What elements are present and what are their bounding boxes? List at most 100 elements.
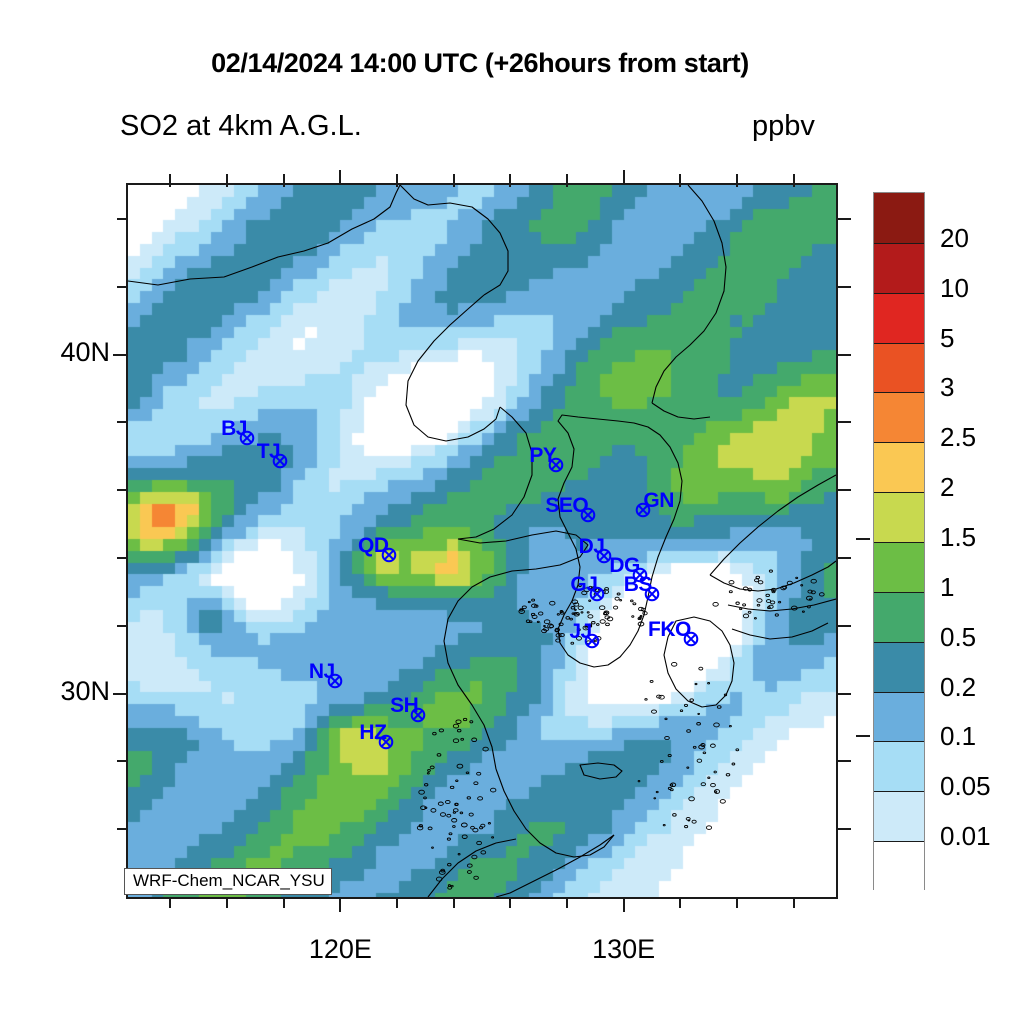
colorbar-band-divider — [874, 342, 924, 344]
island-outline — [637, 779, 641, 783]
island-outline — [770, 587, 777, 592]
coastline-path — [709, 560, 836, 592]
colorbar-band — [874, 542, 924, 593]
island-outline — [587, 623, 593, 627]
colorbar-band — [874, 392, 924, 443]
colorbar-band-divider — [874, 292, 924, 294]
circle-x-icon — [272, 453, 288, 469]
island-outline — [710, 782, 716, 788]
island-outline — [471, 854, 478, 860]
city-marker-label: PY — [529, 443, 557, 467]
circle-x-icon — [239, 430, 255, 446]
y-axis-minor-tick-right — [838, 285, 851, 288]
x-axis-minor-tick-top — [679, 174, 682, 187]
island-outline — [619, 599, 623, 602]
island-outline — [440, 868, 446, 873]
island-outline — [696, 758, 703, 763]
map-inner — [128, 185, 836, 897]
island-outline — [465, 771, 470, 775]
island-outline — [768, 569, 773, 573]
circle-x-icon — [327, 673, 343, 689]
y-axis-minor-tick — [117, 421, 126, 424]
island-outline — [565, 616, 570, 620]
island-outline — [644, 698, 648, 701]
island-outline — [587, 614, 594, 619]
island-outline — [778, 600, 782, 604]
x-axis-minor-tick-top — [735, 174, 738, 187]
island-outline — [452, 723, 460, 729]
island-outline — [707, 682, 711, 685]
x-axis-minor-tick-top — [565, 174, 568, 187]
island-outline — [786, 580, 793, 586]
island-outline — [459, 811, 464, 815]
island-outline — [461, 834, 468, 839]
island-outline — [664, 735, 670, 741]
x-axis-major-tick-top — [622, 170, 625, 183]
island-outline — [436, 753, 442, 757]
island-outline — [476, 771, 482, 776]
circle-x-icon — [549, 457, 564, 473]
colorbar-band-divider — [874, 242, 924, 244]
colorbar-band-divider — [874, 741, 924, 743]
island-outline — [527, 600, 531, 604]
colorbar-minor-tick — [856, 735, 870, 737]
island-outline — [555, 633, 562, 638]
island-outline — [806, 605, 811, 609]
colorbar — [873, 192, 925, 892]
circle-x-icon — [590, 586, 605, 601]
island-outline — [447, 862, 452, 867]
island-outline — [571, 599, 579, 605]
y-axis-minor-tick-right — [838, 489, 851, 492]
island-outline — [658, 694, 665, 700]
y-axis-minor-tick-right — [838, 421, 851, 424]
x-axis-minor-tick-top — [452, 174, 455, 187]
island-outline — [735, 748, 740, 752]
island-outline — [605, 622, 610, 627]
island-outline — [430, 808, 437, 813]
island-outline — [518, 609, 525, 614]
island-outline — [570, 641, 575, 645]
island-outline — [638, 606, 644, 612]
island-outline — [712, 601, 719, 607]
island-outline — [576, 628, 581, 632]
island-outline — [801, 610, 805, 613]
island-outline — [664, 717, 668, 721]
island-outline — [742, 603, 747, 607]
colorbar-band — [874, 242, 924, 294]
island-outline — [543, 627, 549, 632]
coastline-path — [651, 185, 727, 404]
island-outline — [549, 624, 555, 629]
island-outline — [767, 606, 771, 610]
island-outline — [439, 812, 447, 817]
island-outline — [655, 790, 659, 794]
island-outline — [445, 799, 451, 805]
island-outline — [603, 610, 610, 615]
island-outline — [659, 759, 664, 763]
x-axis-minor-tick-top — [396, 174, 399, 187]
colorbar-band — [874, 193, 924, 244]
coastline-path — [495, 768, 615, 858]
island-outline — [543, 619, 551, 625]
y-axis-label: 30N — [60, 675, 110, 706]
island-outline — [448, 832, 453, 836]
y-axis-minor-tick-right — [838, 217, 851, 220]
island-outline — [742, 586, 749, 591]
island-outline — [689, 698, 694, 702]
island-outline — [469, 720, 474, 724]
island-outline — [702, 751, 707, 755]
x-axis-minor-tick — [282, 899, 285, 908]
island-outline — [438, 869, 446, 875]
island-outline — [671, 661, 678, 667]
y-axis-minor-tick — [117, 489, 126, 492]
island-outline — [559, 611, 565, 615]
model-tag: WRF-Chem_NCAR_YSU — [124, 868, 332, 895]
colorbar-band-divider — [874, 791, 924, 793]
island-outline — [462, 717, 468, 722]
island-outline — [538, 611, 544, 616]
coastline-path — [709, 474, 836, 576]
island-outline — [771, 590, 776, 594]
island-outline — [456, 763, 464, 769]
island-outline — [599, 605, 606, 611]
island-outline — [446, 813, 452, 818]
